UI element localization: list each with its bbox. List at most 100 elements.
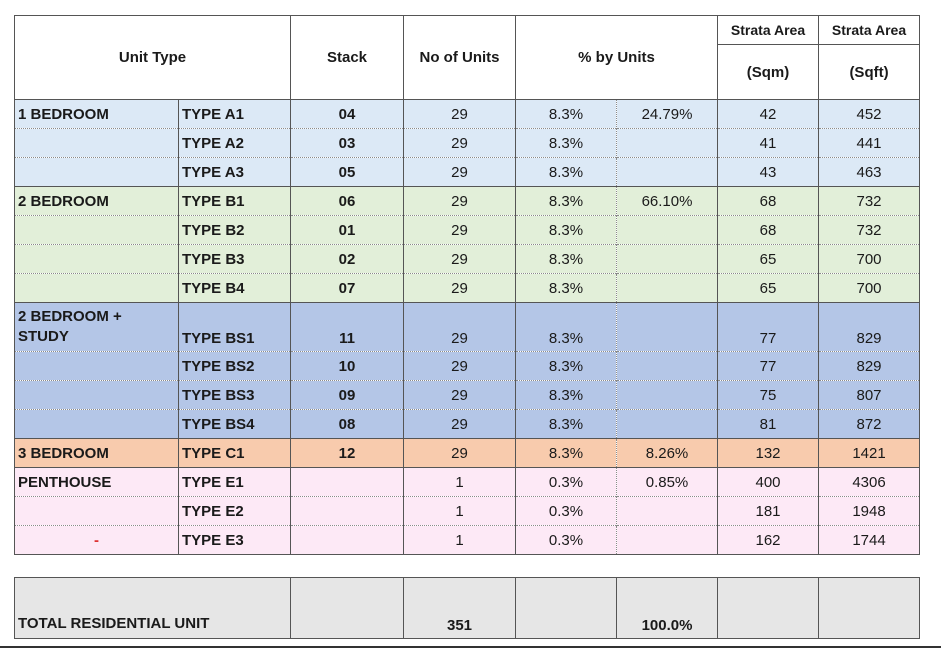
sqm-cell: 400 bbox=[717, 467, 820, 497]
category-cell bbox=[14, 496, 179, 526]
sqft-cell: 700 bbox=[818, 244, 921, 274]
stack-cell: 07 bbox=[290, 273, 405, 303]
unit-type-cell: TYPE BS4 bbox=[177, 409, 292, 439]
header-pct-by-units: % by Units bbox=[515, 15, 719, 100]
table-row: 2 BEDROOM + STUDY TYPE BS1 11 29 8.3% 77 829 bbox=[14, 302, 921, 352]
sqft-cell: 1744 bbox=[818, 525, 921, 555]
header-strata-area-sqm: Strata Area bbox=[717, 15, 820, 45]
pct-cell: 8.3% bbox=[515, 409, 618, 439]
sqft-cell: 807 bbox=[818, 380, 921, 410]
table-row: TYPE A3 05 29 8.3% 43 463 bbox=[14, 157, 921, 187]
units-cell: 29 bbox=[403, 99, 517, 129]
sqm-cell: 43 bbox=[717, 157, 820, 187]
sqft-cell: 463 bbox=[818, 157, 921, 187]
units-cell: 29 bbox=[403, 215, 517, 245]
unit-type-cell: TYPE BS1 bbox=[177, 302, 292, 352]
total-pct-cell bbox=[515, 577, 617, 639]
table-row: 3 BEDROOM TYPE C1 12 29 8.3% 8.26% 132 1421 bbox=[14, 438, 921, 468]
total-sqm-cell bbox=[717, 577, 819, 639]
unit-type-cell: TYPE B2 bbox=[177, 215, 292, 245]
pct-cell: 8.3% bbox=[515, 244, 618, 274]
unit-type-cell: TYPE A2 bbox=[177, 128, 292, 158]
sqft-cell: 4306 bbox=[818, 467, 921, 497]
stack-cell: 12 bbox=[290, 438, 405, 468]
group-pct-cell bbox=[616, 215, 719, 245]
pct-cell: 8.3% bbox=[515, 351, 618, 381]
units-cell: 29 bbox=[403, 186, 517, 216]
pct-cell: 0.3% bbox=[515, 467, 618, 497]
sqm-cell: 65 bbox=[717, 244, 820, 274]
pct-cell: 0.3% bbox=[515, 496, 618, 526]
group-pct-cell bbox=[616, 351, 719, 381]
unit-type-cell: TYPE B4 bbox=[177, 273, 292, 303]
sqm-cell: 162 bbox=[717, 525, 820, 555]
sqm-cell: 77 bbox=[717, 351, 820, 381]
total-row: TOTAL RESIDENTIAL UNIT 351 100.0% bbox=[14, 577, 920, 639]
table-row: TYPE A2 03 29 8.3% 41 441 bbox=[14, 128, 921, 158]
sqft-cell: 732 bbox=[818, 215, 921, 245]
sqft-cell: 700 bbox=[818, 273, 921, 303]
pct-cell: 8.3% bbox=[515, 273, 618, 303]
sqft-cell: 829 bbox=[818, 302, 921, 352]
category-cell: 2 BEDROOM bbox=[14, 186, 179, 216]
group-pct-cell bbox=[616, 496, 719, 526]
sqft-cell: 872 bbox=[818, 409, 921, 439]
group-pct-cell: 66.10% bbox=[616, 186, 719, 216]
units-cell: 29 bbox=[403, 128, 517, 158]
sqft-cell: 1421 bbox=[818, 438, 921, 468]
table-row: 2 BEDROOM TYPE B1 06 29 8.3% 66.10% 68 732 bbox=[14, 186, 921, 216]
category-cell bbox=[14, 380, 179, 410]
pct-cell: 8.3% bbox=[515, 438, 618, 468]
total-sqft-cell bbox=[818, 577, 920, 639]
unit-type-cell: TYPE A1 bbox=[177, 99, 292, 129]
group-pct-cell bbox=[616, 302, 719, 352]
category-cell: 2 BEDROOM + STUDY bbox=[14, 302, 179, 352]
unit-type-cell: TYPE C1 bbox=[177, 438, 292, 468]
unit-type-cell: TYPE B3 bbox=[177, 244, 292, 274]
unit-type-cell: TYPE BS3 bbox=[177, 380, 292, 410]
stack-cell: 01 bbox=[290, 215, 405, 245]
units-cell: 1 bbox=[403, 525, 517, 555]
group-pct-cell bbox=[616, 157, 719, 187]
header-stack: Stack bbox=[290, 15, 405, 100]
category-cell bbox=[14, 157, 179, 187]
header-unit-sqft: (Sqft) bbox=[818, 44, 921, 100]
table-row: PENTHOUSE TYPE E1 1 0.3% 0.85% 400 4306 bbox=[14, 467, 921, 497]
stack-cell: 08 bbox=[290, 409, 405, 439]
group-pct-cell bbox=[616, 244, 719, 274]
sqm-cell: 81 bbox=[717, 409, 820, 439]
unit-mix-table: Unit Type Stack No of Units % by Units S… bbox=[13, 15, 921, 555]
group-pct-cell bbox=[616, 525, 719, 555]
units-cell: 29 bbox=[403, 302, 517, 352]
category-cell: 3 BEDROOM bbox=[14, 438, 179, 468]
bottom-divider bbox=[0, 646, 941, 648]
group-pct-cell: 0.85% bbox=[616, 467, 719, 497]
header-unit-type: Unit Type bbox=[13, 15, 292, 100]
category-cell bbox=[14, 409, 179, 439]
stack-cell: 02 bbox=[290, 244, 405, 274]
table-row: TYPE BS3 09 29 8.3% 75 807 bbox=[14, 380, 921, 410]
unit-type-cell: TYPE B1 bbox=[177, 186, 292, 216]
pct-cell: 8.3% bbox=[515, 128, 618, 158]
table-row: TYPE E2 1 0.3% 181 1948 bbox=[14, 496, 921, 526]
total-pct: 100.0% bbox=[616, 577, 718, 639]
sqft-cell: 452 bbox=[818, 99, 921, 129]
sqm-cell: 132 bbox=[717, 438, 820, 468]
pct-cell: 8.3% bbox=[515, 99, 618, 129]
units-cell: 29 bbox=[403, 380, 517, 410]
stack-cell: 05 bbox=[290, 157, 405, 187]
stack-cell: 03 bbox=[290, 128, 405, 158]
category-cell: - bbox=[14, 525, 179, 555]
category-cell bbox=[14, 351, 179, 381]
sqft-cell: 441 bbox=[818, 128, 921, 158]
sqm-cell: 42 bbox=[717, 99, 820, 129]
table-row: TYPE BS2 10 29 8.3% 77 829 bbox=[14, 351, 921, 381]
stack-cell: 04 bbox=[290, 99, 405, 129]
stack-cell: 09 bbox=[290, 380, 405, 410]
stack-cell bbox=[290, 496, 405, 526]
category-cell: PENTHOUSE bbox=[14, 467, 179, 497]
group-pct-cell bbox=[616, 409, 719, 439]
sqm-cell: 68 bbox=[717, 186, 820, 216]
stack-cell bbox=[290, 467, 405, 497]
sqm-cell: 68 bbox=[717, 215, 820, 245]
